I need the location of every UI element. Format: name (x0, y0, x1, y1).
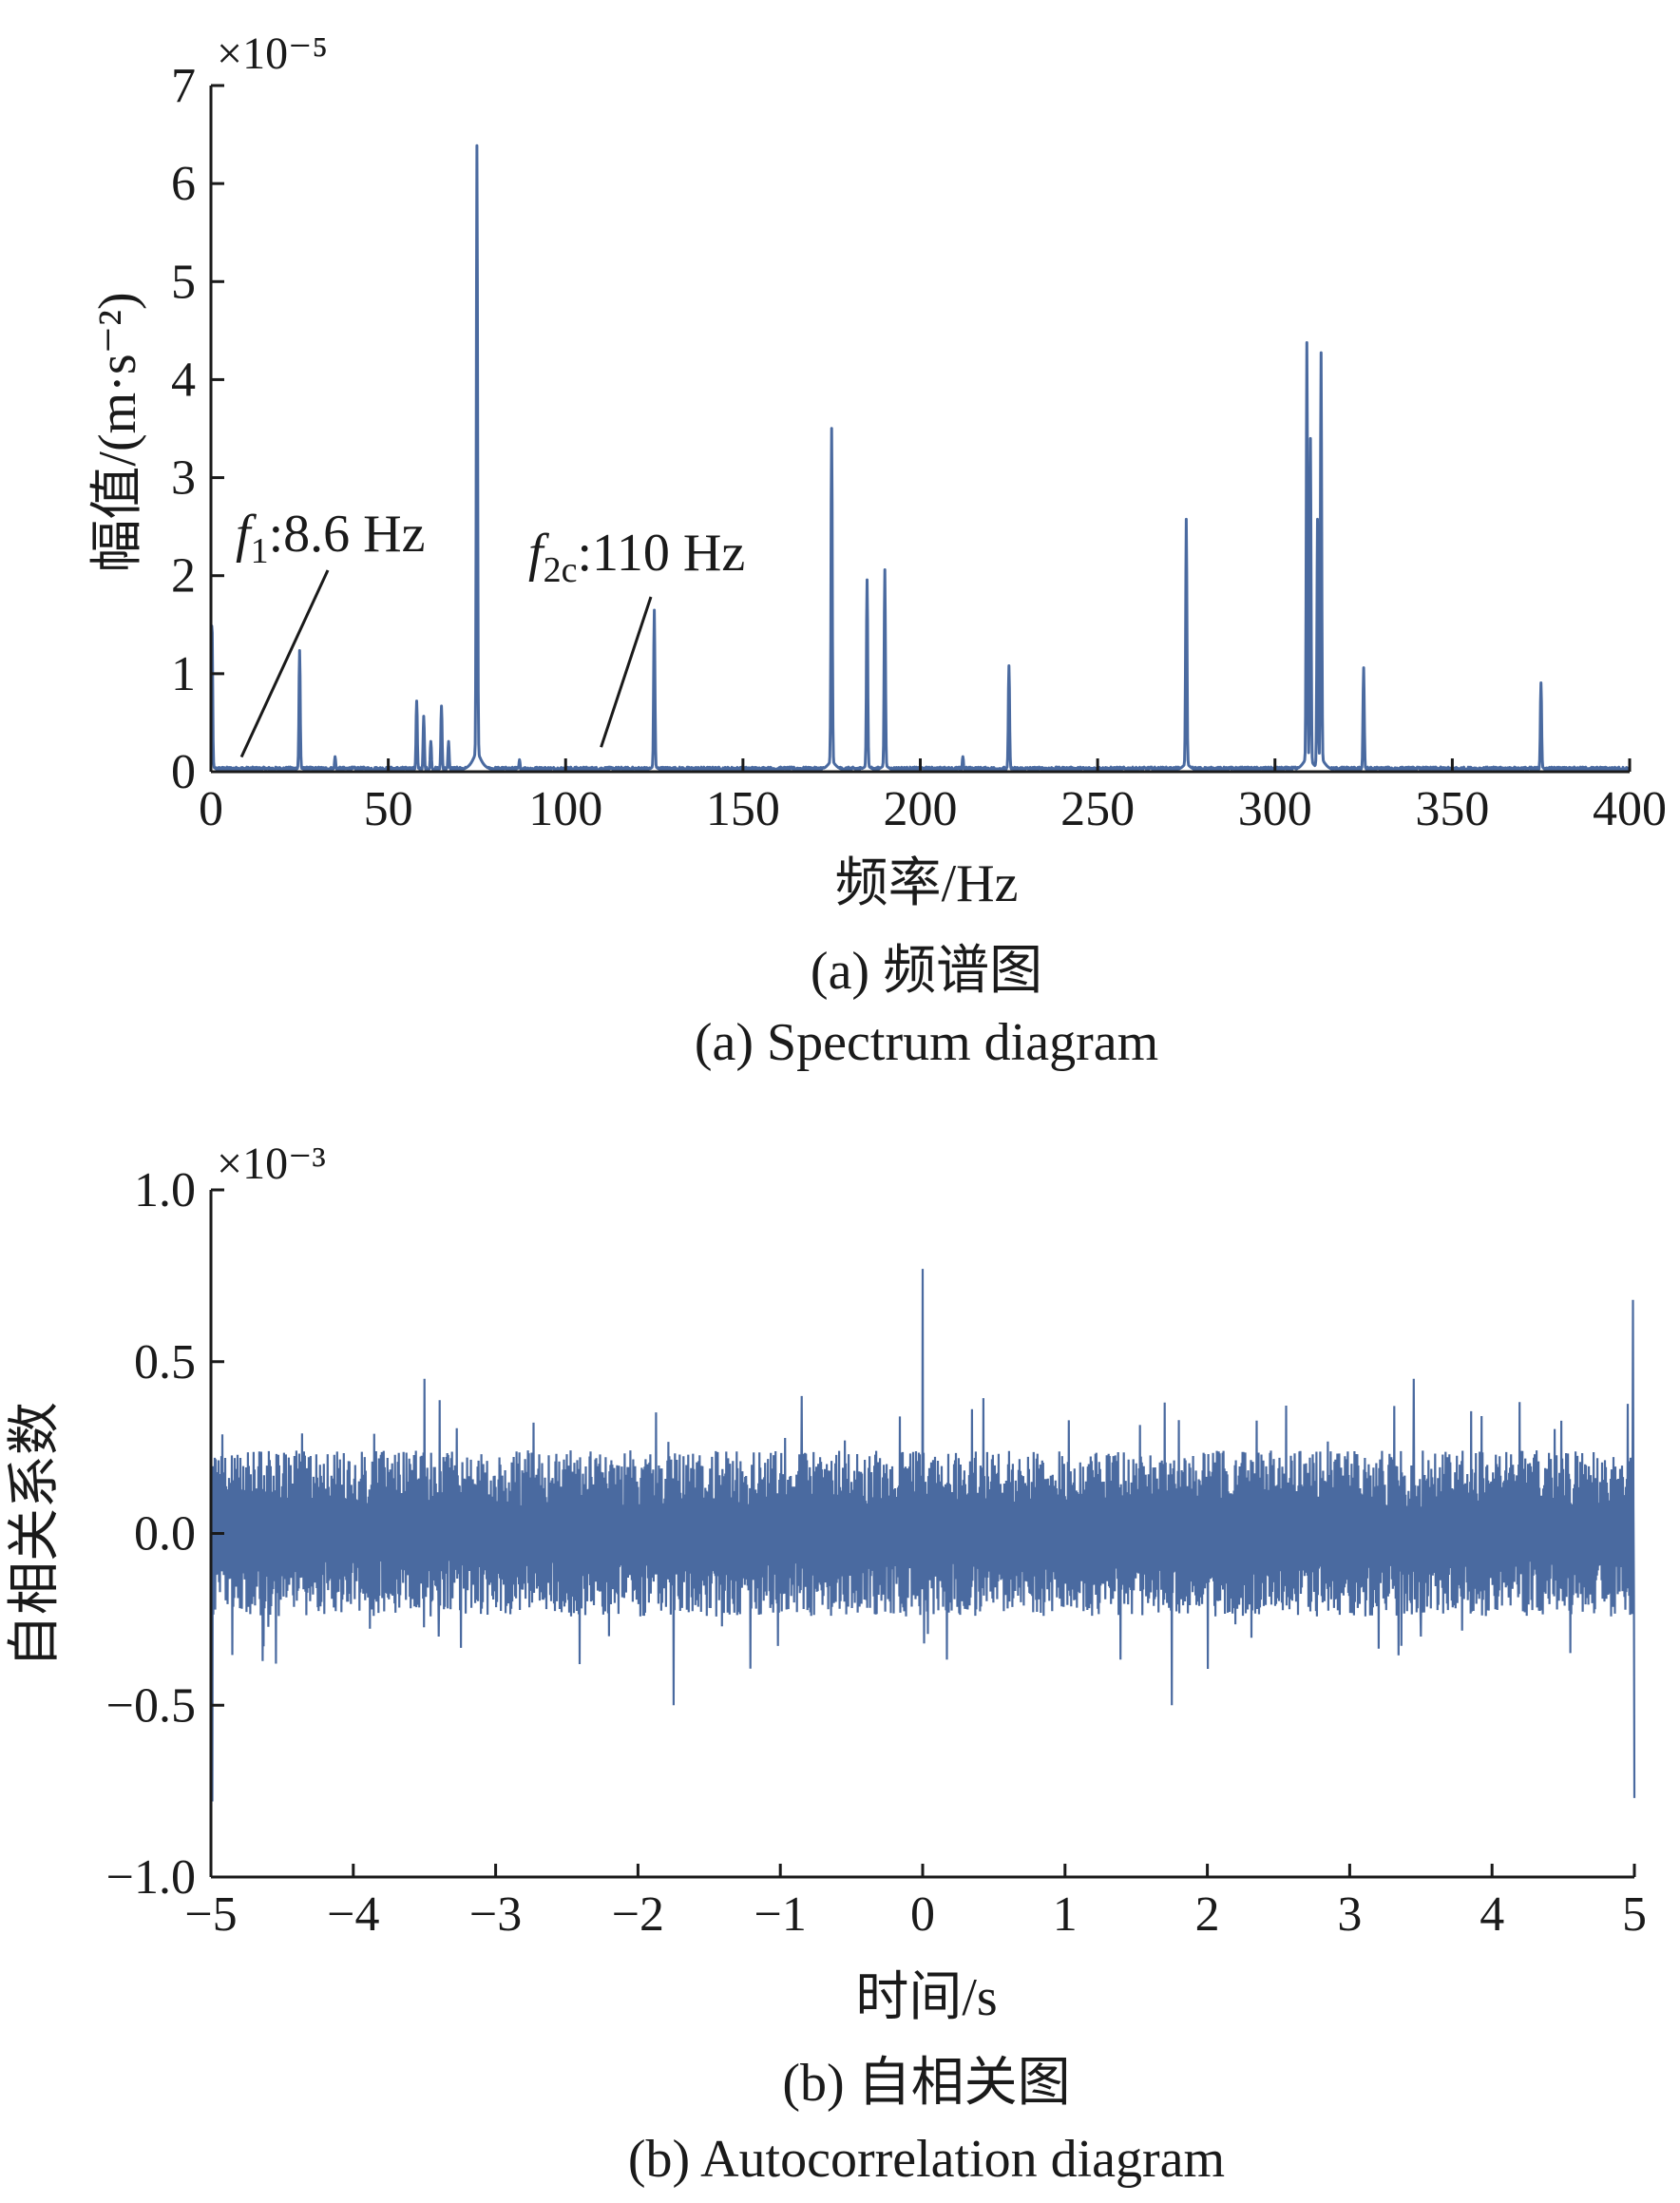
autocorrelation-y-multiplier: ×10⁻³ (217, 1139, 326, 1189)
annotation-f1-leader (239, 569, 330, 758)
autocorrelation-x-tick-label: −5 (184, 1887, 237, 1942)
autocorrelation-x-tick-label: 0 (910, 1887, 935, 1942)
autocorrelation-caption-en: (b) Autocorrelation diagram (628, 2130, 1225, 2189)
spectrum-caption-cn: (a) 频谱图 (811, 942, 1042, 1001)
autocorrelation-y-label: 自相关系数 (6, 1402, 65, 1668)
autocorrelation-series (209, 1269, 1636, 1802)
autocorrelation-x-tick-label: 4 (1480, 1887, 1504, 1942)
autocorrelation-caption-cn: (b) 自相关图 (782, 2054, 1070, 2113)
annotation-f1: f1:8.6 Hz (236, 505, 425, 758)
spectrum-x-tick-label: 250 (1060, 782, 1135, 836)
spectrum-caption-en: (a) Spectrum diagram (695, 1013, 1158, 1072)
autocorrelation-x-tick-label: 1 (1053, 1887, 1078, 1942)
annotation-f1-text: :8.6 Hz (269, 505, 426, 564)
spectrum-x-tick-label: 50 (364, 782, 413, 836)
autocorrelation-x-tick-label: −2 (612, 1887, 664, 1942)
svg-text:f1:8.6 Hz: f1:8.6 Hz (236, 505, 425, 571)
autocorrelation-y-tick-label: 1.0 (134, 1163, 196, 1217)
spectrum-x-ticks: 0 50 100 150 200 250 300 350 400 (199, 758, 1667, 836)
annotation-f2c-sub: 2c (544, 550, 578, 590)
spectrum-x-tick-label: 350 (1415, 782, 1489, 836)
spectrum-x-tick-label: 200 (884, 782, 958, 836)
annotation-f2c: f2c:110 Hz (528, 524, 745, 748)
autocorrelation-y-ticks: −1.0 −0.5 0.0 0.5 1.0 (106, 1163, 224, 1905)
spectrum-x-tick-label: 300 (1238, 782, 1312, 836)
autocorrelation-x-tick-label: 2 (1195, 1887, 1220, 1942)
spectrum-y-label: 幅值/(m·s⁻²) (88, 292, 147, 572)
autocorrelation-chart: ×10⁻³ −5 −4 −3 −2 −1 0 1 2 3 4 5 −1.0 −0.5 0.0 0.5 1.0… (6, 1139, 1647, 2189)
autocorrelation-line (209, 1269, 1636, 1802)
autocorrelation-x-tick-label: 5 (1622, 1887, 1647, 1942)
spectrum-y-multiplier: ×10⁻⁵ (217, 29, 328, 79)
annotation-f2c-leader (600, 596, 653, 748)
spectrum-x-tick-label: 150 (706, 782, 780, 836)
spectrum-y-tick-label: 6 (171, 157, 196, 211)
autocorrelation-x-tick-label: −1 (754, 1887, 807, 1942)
spectrum-y-tick-label: 1 (171, 647, 196, 701)
spectrum-chart: ×10⁻⁵ 0 50 100 150 200 250 300 350 400 01234567 … (88, 29, 1667, 1072)
autocorrelation-x-tick-label: 3 (1337, 1887, 1362, 1942)
autocorrelation-y-tick-label: 0.5 (134, 1335, 196, 1389)
annotation-f2c-text: :110 Hz (577, 524, 745, 583)
spectrum-x-tick-label: 100 (528, 782, 602, 836)
spectrum-y-tick-label: 3 (171, 451, 196, 506)
spectrum-x-tick-label: 400 (1593, 782, 1667, 836)
spectrum-axes (209, 86, 1630, 774)
spectrum-y-ticks: 0 1 2 3 4 5 6 7 (171, 59, 224, 799)
spectrum-y-tick-label: 4 (171, 353, 196, 407)
spectrum-series (209, 144, 1632, 773)
svg-text:f2c:110 Hz: f2c:110 Hz (528, 524, 745, 590)
autocorrelation-y-tick-label: 0.0 (134, 1507, 196, 1561)
autocorrelation-x-tick-label: −4 (327, 1887, 379, 1942)
autocorrelation-x-ticks: −5 −4 −3 −2 −1 0 1 2 3 4 5 (184, 1864, 1647, 1942)
autocorrelation-x-label: 时间/s (855, 1968, 997, 2027)
annotation-f1-sub: 1 (251, 531, 269, 571)
spectrum-y-tick-label: 7 (171, 59, 196, 113)
spectrum-y-tick-label: 0 (171, 745, 196, 799)
autocorrelation-x-tick-label: −3 (469, 1887, 522, 1942)
autocorrelation-y-tick-label: −1.0 (106, 1850, 196, 1905)
spectrum-line (209, 144, 1632, 773)
spectrum-x-tick-label: 0 (199, 782, 223, 836)
spectrum-y-tick-label: 5 (171, 255, 196, 309)
spectrum-x-label: 频率/Hz (835, 854, 1019, 913)
autocorrelation-y-tick-label: −0.5 (106, 1678, 196, 1733)
spectrum-y-tick-label: 2 (171, 549, 196, 603)
